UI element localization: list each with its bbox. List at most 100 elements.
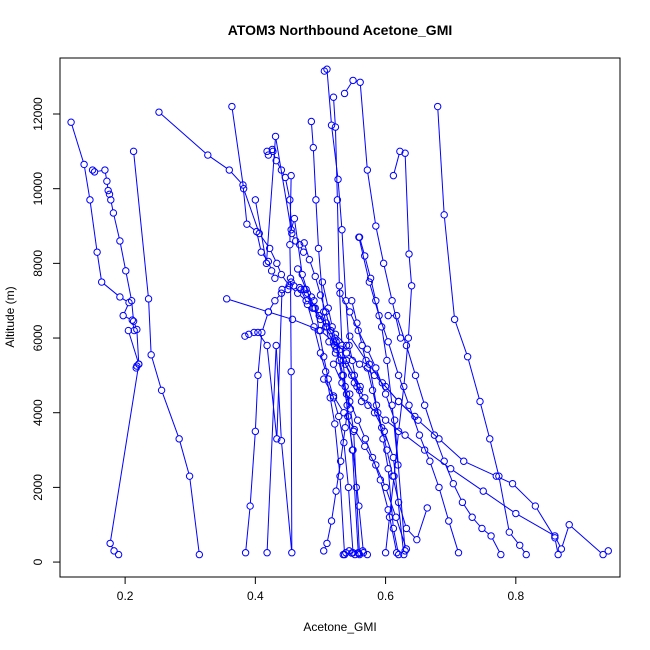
data-point: [445, 517, 453, 525]
series-segment: [245, 509, 251, 550]
data-point: [353, 382, 361, 391]
data-point: [405, 250, 413, 258]
data-point: [288, 549, 296, 557]
data-point: [290, 214, 299, 223]
series-segment: [408, 288, 412, 335]
series-19: [384, 311, 505, 559]
data-point: [324, 375, 332, 383]
data-point: [342, 341, 351, 350]
data-point: [392, 513, 400, 521]
series-segment: [336, 464, 341, 489]
data-point: [119, 311, 127, 320]
series-segment: [266, 348, 278, 436]
series-segment: [453, 470, 481, 490]
data-point: [401, 431, 409, 439]
data-point: [599, 550, 607, 559]
data-point: [101, 166, 109, 174]
data-point: [426, 457, 434, 465]
data-point: [479, 487, 487, 495]
data-point: [271, 132, 280, 141]
data-point: [316, 291, 325, 299]
series-segment: [324, 381, 333, 394]
data-point: [327, 326, 335, 335]
series-segment: [229, 299, 266, 312]
series-segment: [299, 294, 305, 299]
data-point: [336, 289, 344, 297]
series-segment: [290, 374, 293, 550]
series-segment: [122, 298, 127, 302]
series-23: [310, 296, 357, 557]
series-segment: [341, 295, 349, 310]
data-point: [355, 233, 364, 241]
series-segment: [326, 72, 332, 123]
series-segment: [498, 477, 510, 483]
series-segment: [335, 348, 345, 362]
series-segment: [337, 182, 343, 227]
data-point: [228, 102, 236, 111]
series-segment: [161, 113, 206, 154]
series-segment: [387, 453, 393, 474]
series-segment: [289, 178, 292, 242]
data-point: [414, 416, 422, 424]
data-point: [372, 296, 380, 305]
series-segment: [328, 311, 333, 324]
series-segment: [381, 430, 387, 448]
series-segment: [336, 352, 342, 373]
data-point: [551, 534, 559, 542]
data-point: [359, 547, 367, 555]
data-point: [80, 160, 88, 169]
series-segment: [333, 100, 336, 124]
data-point: [338, 226, 346, 234]
series-segment: [315, 203, 319, 246]
data-point: [307, 117, 316, 126]
data-point: [368, 453, 377, 462]
series-segment: [359, 240, 365, 253]
series-segment: [318, 251, 324, 309]
series-segment: [351, 338, 365, 359]
data-point: [348, 296, 356, 305]
series-segment: [259, 334, 266, 344]
data-point: [394, 461, 402, 469]
series-segment: [437, 109, 445, 212]
data-point: [287, 171, 295, 180]
series-segment: [282, 276, 288, 284]
data-point: [508, 479, 517, 488]
y-tick-label: 8000: [31, 250, 45, 277]
data-point: [383, 356, 391, 365]
data-point: [396, 147, 404, 156]
data-point: [90, 168, 99, 176]
data-point: [144, 295, 153, 303]
series-segment: [231, 172, 242, 183]
series-segment: [289, 247, 291, 276]
series-segment: [383, 441, 389, 466]
series-segment: [365, 448, 375, 463]
series-segment: [430, 464, 439, 485]
data-point: [557, 545, 566, 553]
data-point: [476, 397, 484, 406]
series-segment: [291, 221, 295, 227]
series-segment: [480, 404, 490, 436]
data-point: [124, 326, 133, 335]
data-point: [487, 532, 495, 540]
series-segment: [89, 202, 98, 250]
data-point: [327, 121, 336, 129]
series-segment: [256, 234, 262, 250]
series-segment: [124, 305, 129, 313]
series-segment: [322, 285, 329, 306]
series-segment: [391, 408, 399, 462]
data-point: [342, 349, 351, 357]
data-point: [356, 78, 364, 86]
series-segment: [441, 440, 462, 460]
data-point: [402, 524, 411, 533]
data-point: [361, 394, 369, 402]
series-30: [365, 360, 431, 544]
data-point: [286, 274, 295, 282]
series-segment: [314, 303, 320, 328]
series-segment: [290, 281, 292, 369]
series-segment: [444, 464, 453, 481]
data-point: [348, 356, 357, 365]
series-segment: [463, 504, 471, 515]
y-tick-label: 6000: [31, 324, 45, 351]
series-segment: [368, 351, 375, 366]
series-segment: [340, 430, 346, 459]
